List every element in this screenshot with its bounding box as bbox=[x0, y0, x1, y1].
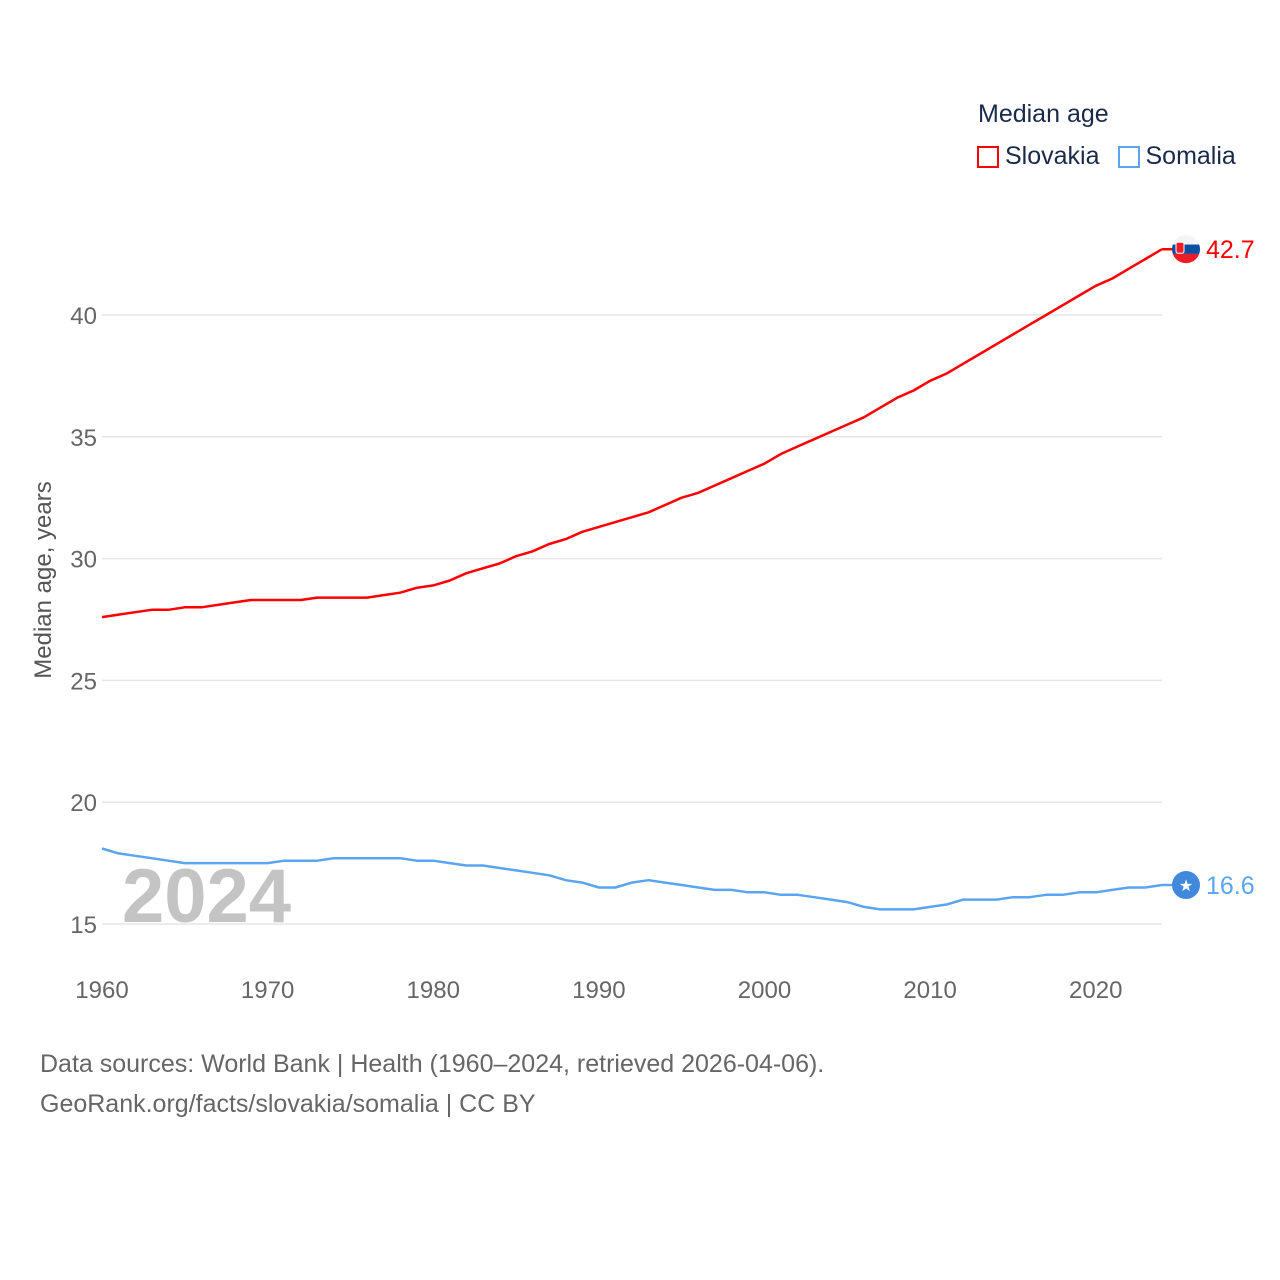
end-value-label: 42.7 bbox=[1206, 236, 1255, 264]
series-line-slovakia bbox=[101, 248, 1163, 619]
somalia-flag-icon bbox=[1172, 871, 1200, 900]
y-axis-label: Median age, years bbox=[30, 481, 57, 678]
y-tick-label: 35 bbox=[70, 425, 97, 452]
legend-item-slovakia[interactable]: Slovakia bbox=[977, 142, 1100, 171]
legend-title: Median age bbox=[978, 100, 1109, 128]
x-tick-label: 2010 bbox=[903, 977, 956, 1004]
slovakia-flag-icon bbox=[1172, 235, 1200, 264]
legend-swatch-slovakia bbox=[977, 145, 999, 168]
legend-item-somalia[interactable]: Somalia bbox=[1117, 142, 1236, 171]
x-tick-label: 1970 bbox=[241, 977, 294, 1004]
legend-label-slovakia: Slovakia bbox=[1005, 142, 1100, 170]
y-tick-label: 20 bbox=[70, 790, 97, 817]
y-tick-label: 40 bbox=[70, 303, 97, 330]
x-tick-label: 1960 bbox=[75, 977, 128, 1004]
x-tick-label: 1980 bbox=[407, 977, 460, 1004]
legend-label-somalia: Somalia bbox=[1145, 142, 1236, 170]
x-tick-label: 1990 bbox=[572, 977, 625, 1004]
y-tick-label: 15 bbox=[70, 912, 97, 939]
end-value-label: 16.6 bbox=[1206, 872, 1255, 900]
y-tick-label: 25 bbox=[70, 668, 97, 695]
year-watermark: 2024 bbox=[122, 854, 291, 939]
star-icon: ★ bbox=[1179, 878, 1193, 895]
legend: Slovakia Somalia bbox=[977, 142, 1236, 171]
footer: Data sources: World Bank | Health (1960–… bbox=[40, 1044, 824, 1124]
series-line-somalia bbox=[101, 847, 1163, 911]
x-tick-label: 2020 bbox=[1069, 977, 1122, 1004]
legend-swatch-somalia bbox=[1117, 145, 1140, 168]
data-source-text: Data sources: World Bank | Health (1960–… bbox=[40, 1050, 825, 1078]
y-tick-label: 30 bbox=[70, 547, 97, 574]
attribution-link[interactable]: GeoRank.org/facts/slovakia/somalia | CC … bbox=[40, 1090, 536, 1118]
x-tick-label: 2000 bbox=[738, 977, 791, 1004]
